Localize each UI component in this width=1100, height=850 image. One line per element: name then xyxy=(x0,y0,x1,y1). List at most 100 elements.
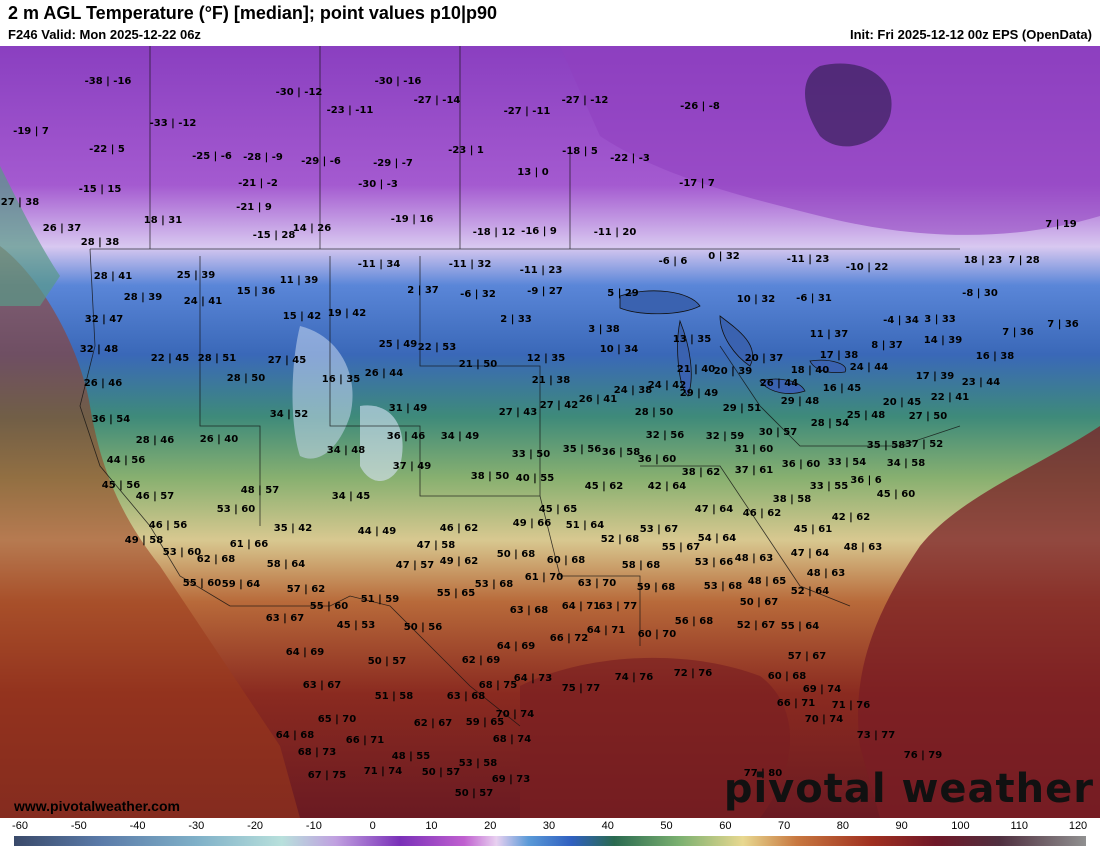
color-scale-tick: 100 xyxy=(951,820,970,832)
point-value-label: 46 | 62 xyxy=(742,508,782,519)
point-value-label: -18 | 12 xyxy=(472,227,516,238)
point-value-label: 26 | 44 xyxy=(364,368,404,379)
map-background xyxy=(0,46,1100,818)
point-value-label: 47 | 64 xyxy=(790,548,830,559)
point-value-label: 58 | 68 xyxy=(621,560,661,571)
point-value-label: 28 | 38 xyxy=(80,237,120,248)
point-value-label: 45 | 62 xyxy=(584,481,624,492)
point-value-label: 37 | 52 xyxy=(904,439,944,450)
point-value-label: 28 | 54 xyxy=(810,418,850,429)
point-value-label: -4 | 34 xyxy=(883,315,919,326)
point-value-label: 59 | 64 xyxy=(221,579,261,590)
point-value-label: 49 | 62 xyxy=(439,556,479,567)
point-value-label: 0 | 32 xyxy=(708,251,740,262)
point-value-label: 64 | 71 xyxy=(586,625,626,636)
point-value-label: 46 | 56 xyxy=(148,520,188,531)
point-value-label: 24 | 41 xyxy=(183,296,223,307)
point-value-label: 48 | 63 xyxy=(806,568,846,579)
point-value-label: -6 | 6 xyxy=(658,256,688,267)
point-value-label: -22 | 5 xyxy=(89,144,125,155)
point-value-label: 21 | 50 xyxy=(458,359,498,370)
point-value-label: 45 | 65 xyxy=(538,504,578,515)
point-value-label: 19 | 42 xyxy=(327,308,367,319)
point-value-label: 50 | 56 xyxy=(403,622,443,633)
point-value-label: 17 | 39 xyxy=(915,371,955,382)
point-value-label: 52 | 68 xyxy=(600,534,640,545)
point-value-label: -26 | -8 xyxy=(680,101,720,112)
point-value-label: -11 | 32 xyxy=(448,259,492,270)
point-value-label: 7 | 28 xyxy=(1008,255,1040,266)
map-title: 2 m AGL Temperature (°F) [median]; point… xyxy=(8,3,497,23)
point-value-label: 73 | 77 xyxy=(856,730,896,741)
point-value-label: -27 | -14 xyxy=(413,95,461,106)
temperature-map[interactable]: -38 | -16 -30 | -12 -30 | -16 -27 | -14 -23 … xyxy=(0,46,1100,818)
point-value-label: 16 | 38 xyxy=(975,351,1015,362)
point-value-label: 61 | 70 xyxy=(524,572,564,583)
point-value-label: 54 | 64 xyxy=(697,533,737,544)
point-value-label: 35 | 56 xyxy=(562,444,602,455)
point-value-label: 34 | 52 xyxy=(269,409,309,420)
point-value-label: 59 | 65 xyxy=(465,717,505,728)
point-value-label: 44 | 49 xyxy=(357,526,397,537)
point-value-label: 49 | 66 xyxy=(512,518,552,529)
point-value-label: 37 | 61 xyxy=(734,465,774,476)
point-value-label: 74 | 76 xyxy=(614,672,654,683)
point-value-label: 63 | 67 xyxy=(302,680,342,691)
point-value-label: 69 | 73 xyxy=(491,774,531,785)
point-value-label: 60 | 70 xyxy=(637,629,677,640)
point-value-label: 36 | 60 xyxy=(781,459,821,470)
point-value-label: 62 | 69 xyxy=(461,655,501,666)
point-value-label: 65 | 70 xyxy=(317,714,357,725)
point-value-label: 48 | 63 xyxy=(843,542,883,553)
point-value-label: 2 | 33 xyxy=(500,314,532,325)
point-value-label: 55 | 64 xyxy=(780,621,820,632)
point-value-label: 8 | 37 xyxy=(871,340,903,351)
point-value-label: 14 | 39 xyxy=(923,335,963,346)
point-value-label: 64 | 69 xyxy=(496,641,536,652)
point-value-label: 63 | 70 xyxy=(577,578,617,589)
point-value-label: 71 | 76 xyxy=(831,700,871,711)
point-value-label: -8 | 30 xyxy=(962,288,998,299)
point-value-label: 63 | 68 xyxy=(446,691,486,702)
point-value-label: -17 | 7 xyxy=(679,178,715,189)
point-value-label: 10 | 34 xyxy=(599,344,639,355)
political-borders xyxy=(79,46,961,727)
point-value-label: 50 | 57 xyxy=(367,656,407,667)
point-value-label: 40 | 55 xyxy=(515,473,555,484)
point-value-label: 20 | 45 xyxy=(882,397,922,408)
point-value-label: 28 | 50 xyxy=(634,407,674,418)
color-scale-tick: 40 xyxy=(601,820,614,832)
header: 2 m AGL Temperature (°F) [median]; point… xyxy=(0,0,1100,46)
point-value-label: 32 | 56 xyxy=(645,430,685,441)
point-value-label: 3 | 33 xyxy=(924,314,956,325)
point-value-label: 45 | 53 xyxy=(336,620,376,631)
point-value-label: 12 | 35 xyxy=(526,353,566,364)
point-value-label: -11 | 23 xyxy=(786,254,830,265)
color-scale: -60 -50 -40 -30 -20 -10 0 10 20 30 40 50 60 70 80 90 100… xyxy=(0,818,1100,850)
point-value-label: -11 | 23 xyxy=(519,265,563,276)
point-value-label: -30 | -3 xyxy=(358,179,398,190)
point-value-label: 62 | 68 xyxy=(196,554,236,565)
point-value-label: -21 | 9 xyxy=(236,202,272,213)
point-value-label: 64 | 73 xyxy=(513,673,553,684)
color-scale-tick: -50 xyxy=(70,820,87,832)
point-value-label: -33 | -12 xyxy=(149,118,197,129)
point-value-label: 45 | 56 xyxy=(101,480,141,491)
point-value-label: 36 | 46 xyxy=(386,431,426,442)
point-value-label: 37 | 49 xyxy=(392,461,432,472)
brand-logo-text: pivotal weather xyxy=(723,766,1094,812)
point-value-label: 22 | 41 xyxy=(930,392,970,403)
point-value-label: 18 | 31 xyxy=(143,215,183,226)
point-value-label: -15 | 28 xyxy=(252,230,296,241)
point-value-label: -6 | 32 xyxy=(460,289,496,300)
point-value-label: 38 | 62 xyxy=(681,467,721,478)
point-value-label: 46 | 57 xyxy=(135,491,175,502)
point-value-label: 58 | 64 xyxy=(266,559,306,570)
point-value-label: -23 | 1 xyxy=(448,145,484,156)
point-value-label: 69 | 74 xyxy=(802,684,842,695)
point-value-label: 20 | 37 xyxy=(744,353,784,364)
website-credit: www.pivotalweather.com xyxy=(14,798,180,814)
point-value-label: 76 | 79 xyxy=(903,750,943,761)
point-value-label: 45 | 60 xyxy=(876,489,916,500)
color-scale-tick: 110 xyxy=(1010,820,1028,832)
